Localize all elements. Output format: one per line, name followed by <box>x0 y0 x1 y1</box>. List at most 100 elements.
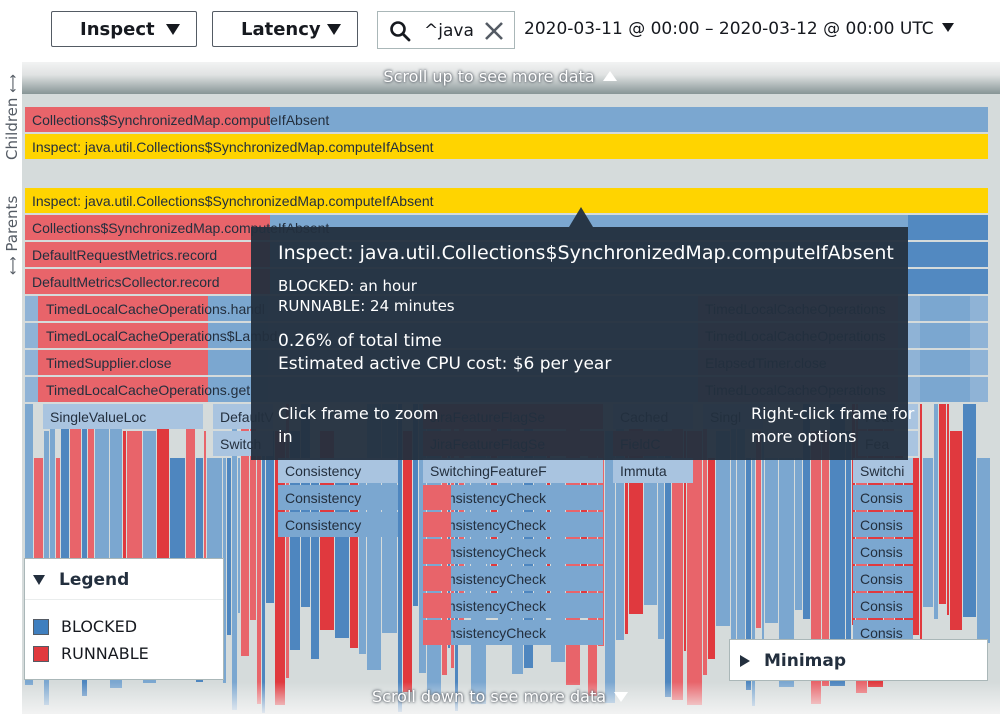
frame-block[interactable] <box>262 431 265 713</box>
frame-block[interactable] <box>708 458 715 659</box>
frame-block[interactable] <box>38 350 208 375</box>
frame-block[interactable] <box>278 458 398 483</box>
frame-block[interactable] <box>413 404 418 606</box>
inspect-dropdown[interactable]: Inspect <box>51 11 197 47</box>
frame-block[interactable] <box>350 458 358 648</box>
frame-block[interactable] <box>737 404 745 655</box>
frame-block[interactable] <box>25 215 270 240</box>
frame-block[interactable] <box>581 458 587 617</box>
frame-block[interactable] <box>765 458 778 623</box>
minimap-toggle[interactable]: Minimap <box>740 651 846 671</box>
frame-block[interactable] <box>38 377 208 402</box>
frame-block[interactable] <box>830 404 845 686</box>
frame-block[interactable] <box>423 512 451 537</box>
frame-block[interactable] <box>34 458 43 644</box>
frame-block[interactable] <box>70 404 81 596</box>
frame-block[interactable] <box>923 458 933 607</box>
frame-block[interactable] <box>419 404 426 673</box>
frame-block[interactable] <box>613 458 693 483</box>
frame-block[interactable] <box>811 431 821 704</box>
frame-block[interactable] <box>920 377 970 402</box>
frame-block[interactable] <box>423 620 451 645</box>
frame-block[interactable] <box>920 350 970 375</box>
frame-block[interactable] <box>50 404 55 647</box>
frame-block[interactable] <box>672 404 683 700</box>
search-input[interactable]: ^java <box>377 11 515 49</box>
frame-block[interactable] <box>186 404 195 672</box>
frame-block[interactable] <box>250 404 256 620</box>
frame-block[interactable] <box>423 539 603 564</box>
frame-block[interactable] <box>853 458 913 483</box>
frame-block[interactable] <box>204 431 206 662</box>
frame-block[interactable] <box>822 431 829 686</box>
frame-block[interactable] <box>977 458 990 643</box>
scroll-up-control[interactable]: Scroll up to see more data <box>0 67 1000 86</box>
frame-block[interactable] <box>423 458 603 483</box>
frame-block[interactable] <box>266 431 274 603</box>
frame-block[interactable] <box>290 431 300 650</box>
frame-block[interactable] <box>703 404 707 675</box>
frame-block[interactable] <box>423 620 603 645</box>
frame-block[interactable] <box>38 296 208 321</box>
frame-block[interactable] <box>908 215 988 240</box>
frame-block[interactable] <box>286 404 289 678</box>
frame-block[interactable] <box>398 404 402 712</box>
frame-block[interactable] <box>908 269 988 294</box>
frame-block[interactable] <box>403 431 412 692</box>
frame-block[interactable] <box>25 107 270 132</box>
frame-block[interactable] <box>846 431 851 667</box>
frame-block[interactable] <box>920 404 922 654</box>
frame-block[interactable] <box>423 566 451 591</box>
frame-block[interactable] <box>43 404 203 429</box>
frame-block[interactable] <box>908 242 988 267</box>
frame-block[interactable] <box>423 485 603 510</box>
frame-block[interactable] <box>423 593 451 618</box>
frame-block[interactable] <box>278 485 398 510</box>
frame-block[interactable] <box>423 593 603 618</box>
frame-block[interactable] <box>684 431 686 651</box>
frame-block[interactable] <box>56 458 60 598</box>
frame-block[interactable] <box>853 485 913 510</box>
frame-block[interactable] <box>746 458 751 690</box>
frame-block[interactable] <box>123 431 126 633</box>
frame-block[interactable] <box>779 458 794 687</box>
scroll-down-bar[interactable] <box>0 682 1000 714</box>
legend-toggle[interactable]: Legend <box>33 570 129 590</box>
frame-block[interactable] <box>238 458 240 613</box>
frame-block[interactable] <box>227 458 231 635</box>
frame-block[interactable] <box>61 404 69 664</box>
frame-block[interactable] <box>950 431 962 630</box>
frame-block[interactable] <box>38 323 208 348</box>
frame-block[interactable] <box>853 539 913 564</box>
latency-dropdown[interactable]: Latency <box>212 11 358 47</box>
frame-block[interactable] <box>795 458 802 610</box>
frame-block[interactable] <box>963 404 976 617</box>
frame-block[interactable] <box>598 431 604 646</box>
frame-block[interactable] <box>605 431 615 703</box>
frame-block[interactable] <box>275 431 285 705</box>
frame-block[interactable] <box>939 404 946 604</box>
frame-block[interactable] <box>257 431 261 704</box>
frame-block[interactable] <box>752 458 755 706</box>
frame-block[interactable] <box>423 485 451 510</box>
scroll-down-control[interactable]: Scroll down to see more data <box>0 687 1000 706</box>
frame-block[interactable] <box>359 458 366 654</box>
frame-block[interactable] <box>625 431 628 634</box>
frame-block[interactable] <box>756 431 761 628</box>
frame-block[interactable] <box>853 593 913 618</box>
frame-block[interactable] <box>223 458 226 683</box>
frame-block[interactable] <box>82 404 87 696</box>
frame-block[interactable] <box>853 512 913 537</box>
frame-block[interactable] <box>687 431 702 705</box>
frame-block[interactable] <box>25 269 270 294</box>
frame-block[interactable] <box>920 296 970 321</box>
frame-block[interactable] <box>947 404 949 615</box>
frame-block[interactable] <box>423 539 451 564</box>
frame-block[interactable] <box>934 404 938 619</box>
frame-block[interactable] <box>665 431 671 697</box>
frame-block[interactable] <box>803 404 810 619</box>
date-range-selector[interactable]: 2020-03-11 @ 00:00 – 2020-03-12 @ 00:00 … <box>524 19 954 39</box>
frame-block[interactable] <box>423 512 603 537</box>
frame-block[interactable] <box>762 431 764 649</box>
frame-block-highlight[interactable] <box>25 188 988 213</box>
